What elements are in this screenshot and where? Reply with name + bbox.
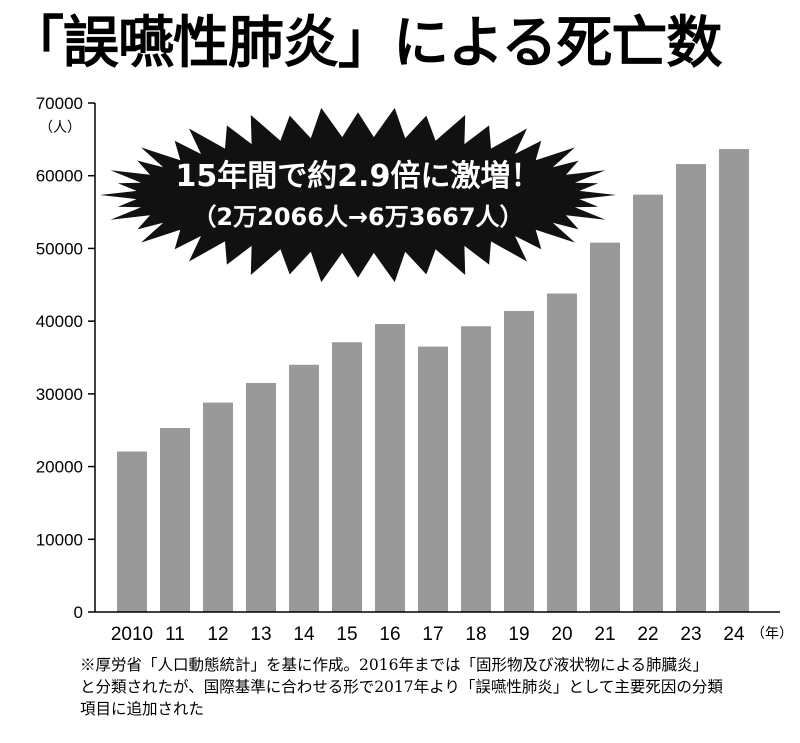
x-axis: 2010 11 12 13 14 15 16 17 18 19 20 21 22 23 24 （年） xyxy=(95,611,793,645)
bar xyxy=(676,164,706,612)
x-tick-label: 14 xyxy=(293,624,315,645)
x-tick-label: 22 xyxy=(637,624,658,645)
y-tick-label: 70000 xyxy=(36,94,83,113)
y-tick-label: 0 xyxy=(74,603,83,622)
footnote-line-3: 項目に追加された xyxy=(80,700,205,718)
annotation-burst: 15年間で約2.9倍に激増！ （2万2066人→6万3667人） xyxy=(100,107,616,283)
x-tick-label: 11 xyxy=(165,624,185,645)
bars xyxy=(117,149,749,612)
x-tick-label: 21 xyxy=(594,624,615,645)
annotation-line-1: 15年間で約2.9倍に激増！ xyxy=(176,159,541,194)
y-tick-label: 10000 xyxy=(36,530,83,549)
bar xyxy=(203,402,233,612)
x-tick-label: 13 xyxy=(250,624,271,645)
footnote: ※厚労省「人口動態統計」を基に作成。2016年までは「固形物及び液状物による肺臓… xyxy=(80,654,792,720)
burst-shape xyxy=(100,107,616,283)
x-tick-label: 20 xyxy=(551,624,572,645)
y-tick-label: 30000 xyxy=(36,385,83,404)
annotation-line-2: （2万2066人→6万3667人） xyxy=(192,203,523,231)
x-tick-label: 17 xyxy=(422,624,443,645)
y-axis: 0 10000 20000 30000 40000 50000 60000 70000 （人） xyxy=(36,94,96,622)
y-tick-label: 50000 xyxy=(36,239,83,258)
footnote-line-2: と分類されたが、国際基準に合わせる形で2017年より「誤嚥性肺炎」として主要死因… xyxy=(80,678,723,696)
bar xyxy=(332,342,362,612)
bar xyxy=(289,364,319,612)
bar xyxy=(375,324,405,612)
bar xyxy=(117,451,147,612)
y-tick-label: 60000 xyxy=(36,167,83,186)
x-tick-label: 16 xyxy=(379,624,400,645)
bar xyxy=(719,149,749,612)
bar xyxy=(633,194,663,612)
bar xyxy=(418,346,448,612)
bar xyxy=(590,242,620,612)
x-tick-label: 23 xyxy=(680,624,701,645)
x-tick-label: 18 xyxy=(465,624,486,645)
chart-title: 「誤嚥性肺炎」による死亡数 xyxy=(8,11,722,76)
y-tick-label: 20000 xyxy=(36,458,83,477)
bar xyxy=(504,310,534,612)
x-tick-label: 24 xyxy=(723,624,745,645)
bar xyxy=(461,326,491,612)
footnote-line-1: ※厚労省「人口動態統計」を基に作成。2016年までは「固形物及び液状物による肺臓… xyxy=(80,656,708,674)
bar xyxy=(547,293,577,612)
bar xyxy=(160,428,190,612)
x-tick-label: 19 xyxy=(508,624,529,645)
bar-chart: 010000200003000040000500006000070000（人） … xyxy=(36,94,793,645)
y-axis-unit: （人） xyxy=(39,120,81,136)
x-axis-unit: （年） xyxy=(751,626,793,642)
y-tick-label: 40000 xyxy=(36,312,83,331)
x-tick-label: 15 xyxy=(336,624,357,645)
x-tick-label: 12 xyxy=(207,624,228,645)
x-tick-label: 2010 xyxy=(111,624,153,645)
bar xyxy=(246,382,276,612)
